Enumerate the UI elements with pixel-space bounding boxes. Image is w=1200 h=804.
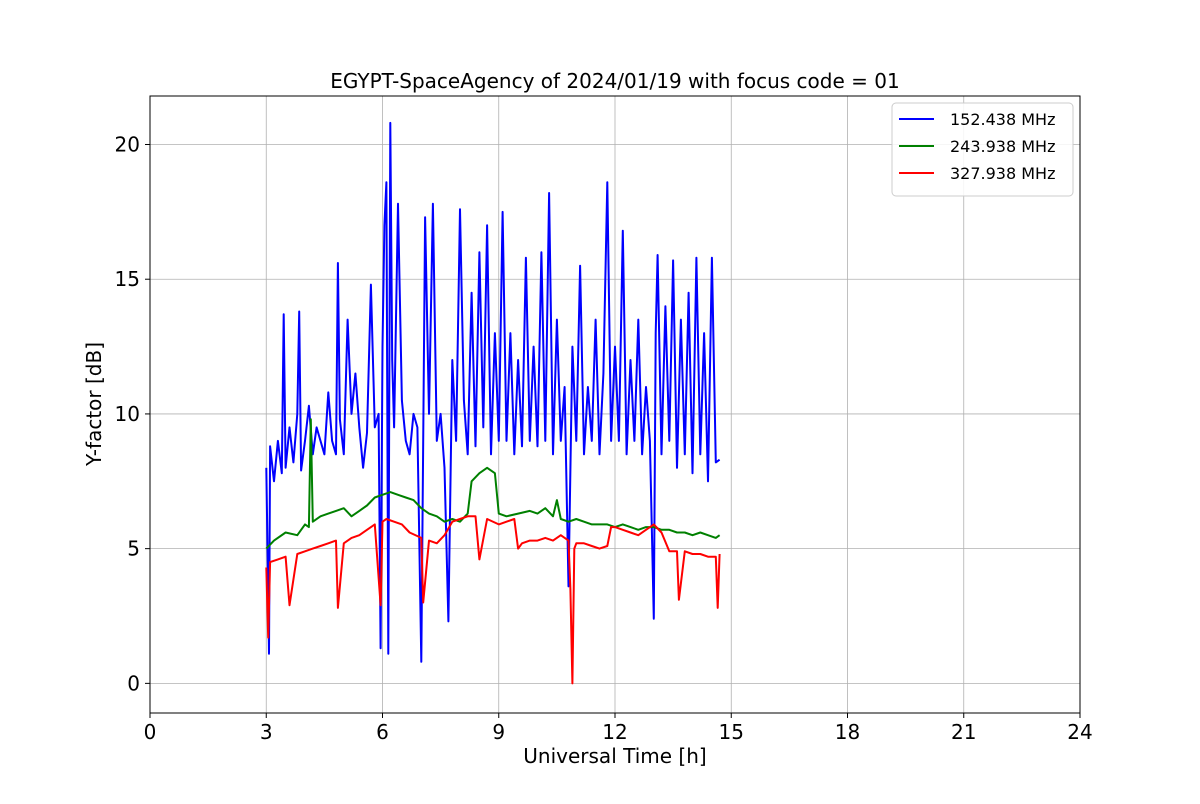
legend-box [891, 102, 1074, 197]
series-line-1 [265, 121, 721, 663]
legend-label: 152.438 MHz [950, 110, 1055, 129]
x-tick-label: 6 [376, 720, 389, 744]
y-tick-label: 10 [115, 402, 140, 426]
y-tick-label: 20 [115, 132, 140, 156]
x-tick-label: 24 [1067, 720, 1092, 744]
x-tick-label: 12 [602, 720, 627, 744]
y-tick-label: 15 [115, 267, 140, 291]
x-tick-label: 9 [492, 720, 505, 744]
legend: 152.438 MHz 243.938 MHz 327.938 MHz [891, 102, 1074, 197]
x-tick-label: 3 [260, 720, 273, 744]
series-line-3 [265, 515, 721, 685]
legend-label: 327.938 MHz [950, 164, 1055, 183]
x-tick-label: 18 [835, 720, 860, 744]
y-tick-label: 5 [127, 537, 140, 561]
x-tick-label: 21 [951, 720, 976, 744]
x-axis-label: Universal Time [h] [523, 744, 706, 768]
x-tick-label: 15 [719, 720, 744, 744]
y-tick-label: 0 [127, 671, 140, 695]
series-layer [265, 121, 721, 685]
series-line-2 [265, 418, 721, 550]
chart-title: EGYPT-SpaceAgency of 2024/01/19 with foc… [330, 69, 899, 93]
legend-label: 243.938 MHz [950, 137, 1055, 156]
y-axis-label: Y-factor [dB] [82, 342, 106, 467]
axis-ticks: 0 3 6 9 12 15 18 21 24 0 5 10 15 20 [115, 132, 1093, 744]
x-tick-label: 0 [144, 720, 157, 744]
